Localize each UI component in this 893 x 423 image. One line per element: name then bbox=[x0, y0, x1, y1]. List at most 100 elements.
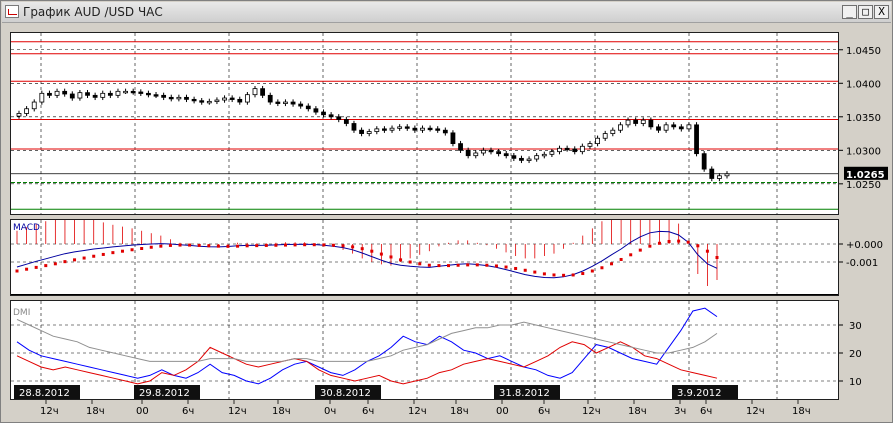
candle-body bbox=[283, 101, 288, 104]
signal-point bbox=[331, 243, 335, 247]
macd-panel[interactable]: MACD bbox=[10, 199, 839, 296]
dmi-minus-line bbox=[16, 341, 718, 385]
candle-body bbox=[435, 128, 441, 131]
candle-body bbox=[480, 149, 486, 154]
candle-body bbox=[47, 92, 52, 96]
candle-body bbox=[153, 94, 159, 97]
signal-point bbox=[159, 244, 163, 248]
candle-body bbox=[663, 124, 669, 131]
window-title: График AUD /USD ЧАС bbox=[23, 5, 163, 19]
signal-point bbox=[504, 265, 508, 269]
price-axis-label: 1.0400 bbox=[846, 79, 881, 90]
candle-body bbox=[473, 152, 479, 157]
signal-point bbox=[705, 249, 709, 253]
dmi-label: DMI bbox=[13, 308, 31, 318]
time-label: 12ч bbox=[40, 406, 59, 417]
date-label: 29.8.2012 bbox=[139, 388, 190, 399]
time-label: 12ч bbox=[582, 406, 601, 417]
minimize-button[interactable]: _ bbox=[842, 5, 857, 19]
candle-body bbox=[724, 173, 730, 177]
candle-body bbox=[442, 129, 448, 134]
time-label: 6ч bbox=[182, 406, 194, 417]
signal-point bbox=[188, 243, 192, 247]
signal-point bbox=[274, 243, 278, 247]
signal-point bbox=[293, 243, 297, 247]
close-button[interactable]: X bbox=[874, 5, 889, 19]
signal-point bbox=[44, 264, 48, 268]
price-panel[interactable] bbox=[10, 32, 839, 215]
signal-point bbox=[168, 243, 172, 247]
maximize-button[interactable]: □ bbox=[858, 5, 873, 19]
candle-body bbox=[694, 124, 699, 155]
candle-body bbox=[275, 101, 281, 104]
signal-point bbox=[130, 248, 134, 252]
signal-point bbox=[283, 243, 287, 247]
signal-point bbox=[92, 254, 96, 258]
signal-point bbox=[523, 268, 527, 272]
time-label: 00 bbox=[136, 406, 149, 417]
signal-point bbox=[322, 243, 326, 247]
date-badge bbox=[672, 385, 738, 399]
price-axis-label: 1.0300 bbox=[846, 146, 881, 157]
candle-body bbox=[31, 101, 37, 110]
candle-body bbox=[184, 96, 189, 100]
candle-body bbox=[54, 90, 60, 96]
signal-point bbox=[25, 267, 29, 271]
signal-point bbox=[696, 244, 700, 248]
time-axis: 28.8.2012 29.8.2012 30.8.2012 31.8.2012 3.9.… bbox=[14, 385, 811, 417]
signal-point bbox=[15, 269, 19, 273]
signal-point bbox=[571, 273, 575, 277]
signal-point bbox=[715, 256, 719, 259]
date-badge bbox=[494, 385, 560, 399]
time-label: 18ч bbox=[272, 406, 291, 417]
date-label: 28.8.2012 bbox=[19, 388, 70, 399]
candle-body bbox=[100, 92, 106, 98]
time-label: 18ч bbox=[86, 406, 105, 417]
candle-body bbox=[244, 94, 250, 103]
signal-point bbox=[341, 244, 345, 248]
title-bar[interactable]: График AUD /USD ЧАС _ □ X bbox=[2, 2, 891, 23]
time-label: 6ч bbox=[362, 406, 374, 417]
dmi-panel[interactable]: DMI bbox=[10, 300, 839, 400]
adx-line bbox=[16, 318, 718, 362]
signal-point bbox=[73, 258, 77, 262]
candle-body bbox=[16, 113, 22, 117]
candle-body bbox=[305, 105, 311, 110]
candle-body bbox=[382, 128, 387, 131]
time-label: 00 bbox=[496, 406, 509, 417]
signal-point bbox=[686, 240, 690, 244]
candle-body bbox=[420, 127, 425, 131]
candle-body bbox=[321, 111, 326, 116]
candle-body bbox=[526, 158, 532, 161]
dmi-chart bbox=[11, 301, 838, 399]
dmi-axis-label: 20 bbox=[849, 349, 862, 360]
dmi-axis-label: 30 bbox=[849, 321, 862, 332]
signal-point bbox=[494, 264, 498, 268]
candle-body bbox=[587, 143, 593, 147]
macd-chart bbox=[11, 199, 838, 295]
macd-axis-label: -0.001 bbox=[846, 258, 878, 269]
time-label: 18ч bbox=[628, 406, 647, 417]
signal-point bbox=[610, 262, 614, 266]
candle-body bbox=[503, 153, 509, 157]
candle-body bbox=[412, 127, 418, 131]
signal-point bbox=[360, 247, 364, 251]
candle-body bbox=[191, 98, 197, 102]
signal-point bbox=[82, 256, 86, 260]
signal-point bbox=[197, 243, 201, 247]
candle-body bbox=[359, 129, 364, 134]
candle-body bbox=[176, 96, 182, 100]
time-label: 6ч bbox=[700, 406, 712, 417]
candle-body bbox=[115, 90, 121, 96]
date-badge bbox=[14, 385, 80, 399]
time-label: 6ч bbox=[538, 406, 550, 417]
signal-point bbox=[533, 270, 537, 274]
candle-body bbox=[237, 98, 243, 103]
candle-body bbox=[404, 126, 410, 129]
current-price-badge bbox=[844, 166, 888, 180]
candle-body bbox=[298, 103, 304, 107]
candle-body bbox=[465, 149, 471, 157]
price-axis-label: 1.0450 bbox=[846, 46, 881, 57]
candle-body bbox=[579, 145, 585, 153]
candle-body bbox=[85, 92, 90, 96]
